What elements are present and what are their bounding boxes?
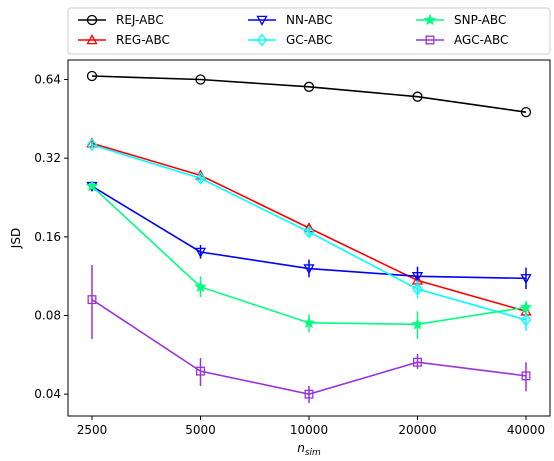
y-tick-label: 0.64 <box>34 73 61 87</box>
legend-marker <box>256 33 268 47</box>
data-point <box>303 81 315 92</box>
series-agc-abc <box>87 264 531 404</box>
legend-label: AGC-ABC <box>454 33 508 47</box>
data-point <box>520 313 532 327</box>
x-tick-label: 2500 <box>77 423 108 437</box>
legend-marker <box>86 34 98 45</box>
legend-label: REJ-ABC <box>116 13 164 27</box>
data-point <box>195 171 206 185</box>
data-point <box>304 389 314 399</box>
x-tick-label: 5000 <box>185 423 216 437</box>
data-point <box>519 300 533 313</box>
data-point <box>302 316 316 329</box>
x-axis-label-main: n <box>297 441 305 455</box>
series-line-agc-abc <box>91 298 527 395</box>
data-point <box>87 295 97 305</box>
x-tick-label: 20000 <box>398 423 436 437</box>
legend-label: SNP-ABC <box>454 13 506 27</box>
legend-label: NN-ABC <box>286 13 333 27</box>
legend-item: REJ-ABC <box>78 13 164 27</box>
x-tick-label: 40000 <box>507 423 545 437</box>
legend-item: GC-ABC <box>248 33 332 47</box>
series-rej-abc <box>86 70 532 118</box>
legend-item: REG-ABC <box>78 33 170 47</box>
data-point <box>412 282 423 296</box>
data-point <box>86 138 98 152</box>
series-layer <box>85 70 533 404</box>
y-tick-label: 0.32 <box>34 151 61 165</box>
data-point <box>303 264 315 275</box>
series-snp-abc <box>85 179 533 340</box>
legend-item: NN-ABC <box>248 13 333 27</box>
data-point <box>195 74 206 85</box>
legend-marker <box>425 35 435 45</box>
legend-item: SNP-ABC <box>416 13 506 27</box>
data-point <box>413 357 422 367</box>
data-point <box>194 280 207 293</box>
x-axis-label-sub: sim <box>305 448 321 458</box>
y-tick-label: 0.08 <box>34 309 61 323</box>
axes: 0.04 0.08 0.16 0.32 0.64 2500 5000 10000 20000 40… <box>34 73 545 437</box>
legend-label: REG-ABC <box>116 33 170 47</box>
legend-marker <box>86 14 98 26</box>
data-point <box>411 317 424 330</box>
legend-item: AGC-ABC <box>416 33 508 47</box>
legend: REJ-ABC REG-ABC NN-ABC GC-ABC SNP-ABC AGC-ABC <box>67 7 551 55</box>
data-point <box>196 366 205 376</box>
series-line-rej-abc <box>91 75 527 113</box>
data-point <box>86 70 98 82</box>
data-point <box>520 107 532 118</box>
y-axis-label: JSD <box>9 228 23 249</box>
legend-marker <box>423 13 437 26</box>
y-tick-label: 0.16 <box>34 230 61 244</box>
series-line-snp-abc <box>91 185 527 326</box>
legend-label: GC-ABC <box>286 33 332 47</box>
data-point <box>412 91 423 102</box>
data-point <box>411 272 424 283</box>
series-gc-abc <box>86 138 532 331</box>
y-tick-label: 0.04 <box>34 387 61 401</box>
data-point <box>520 274 532 285</box>
x-tick-label: 10000 <box>290 423 328 437</box>
legend-marker <box>256 15 268 26</box>
data-point <box>303 225 315 239</box>
x-axis-label: nsim <box>297 441 321 458</box>
data-point <box>521 371 531 381</box>
data-point <box>194 247 207 258</box>
data-point <box>85 179 99 192</box>
